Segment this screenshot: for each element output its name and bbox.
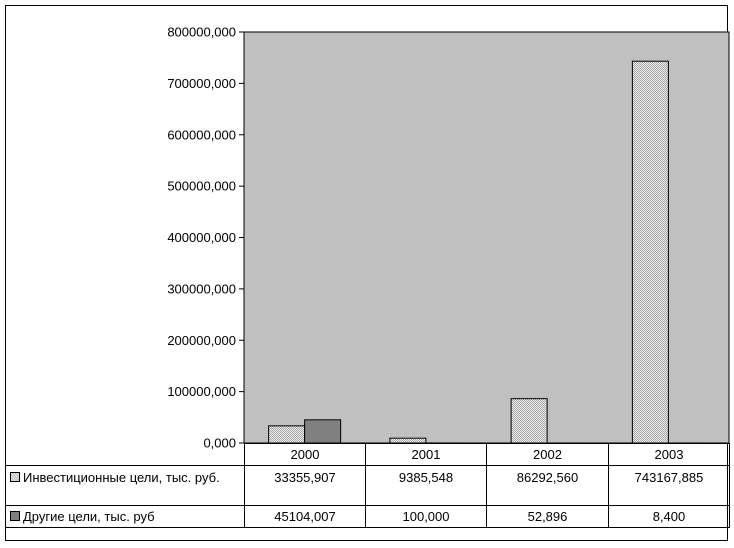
- y-tick-label: 800000,000: [167, 25, 236, 40]
- category-label: 2001: [365, 443, 487, 466]
- data-label: 45104,007: [244, 505, 366, 528]
- y-tick-label: 400000,000: [167, 230, 236, 245]
- data-label: 9385,548: [365, 465, 487, 506]
- table-row-series-1: Инвестиционные цели, тыс. руб. 33355,907…: [5, 465, 730, 506]
- bar-series-2-2000: [304, 419, 342, 444]
- data-label: 743167,885: [608, 465, 730, 506]
- bar-series-1-2003: [631, 60, 669, 444]
- legend-label: Другие цели, тыс. руб: [23, 509, 155, 524]
- data-label: 33355,907: [244, 465, 366, 506]
- bar-series-1-2001: [389, 437, 427, 444]
- bar-series-1-2000: [268, 425, 306, 444]
- y-tick-label: 300000,000: [167, 281, 236, 296]
- category-label: 2003: [608, 443, 730, 466]
- legend-entry-series-1: Инвестиционные цели, тыс. руб.: [5, 465, 245, 506]
- data-table: 2000 2001 2002 2003 Инвестиционные цели,…: [5, 443, 730, 528]
- table-header-row: 2000 2001 2002 2003: [5, 443, 730, 466]
- bar-series-1-2002: [510, 398, 548, 444]
- category-label: 2002: [486, 443, 609, 466]
- table-row-series-2: Другие цели, тыс. руб 45104,007 100,000 …: [5, 505, 730, 528]
- data-label: 100,000: [365, 505, 487, 528]
- table-corner: [5, 443, 245, 466]
- y-tick-label: 200000,000: [167, 333, 236, 348]
- legend-key-series-2: [10, 511, 20, 521]
- y-tick-label: 700000,000: [167, 76, 236, 91]
- legend-label: Инвестиционные цели, тыс. руб.: [23, 470, 220, 485]
- y-tick-label: 100000,000: [167, 384, 236, 399]
- legend-key-series-1: [10, 472, 20, 482]
- y-tick-label: 600000,000: [167, 127, 236, 142]
- data-label: 8,400: [608, 505, 730, 528]
- y-tick-label: 500000,000: [167, 179, 236, 194]
- data-label: 86292,560: [486, 465, 609, 506]
- data-label: 52,896: [486, 505, 609, 528]
- legend-entry-series-2: Другие цели, тыс. руб: [5, 505, 245, 528]
- category-label: 2000: [244, 443, 366, 466]
- y-axis: 0,000100000,000200000,000300000,00040000…: [167, 25, 244, 451]
- bars: [268, 60, 705, 444]
